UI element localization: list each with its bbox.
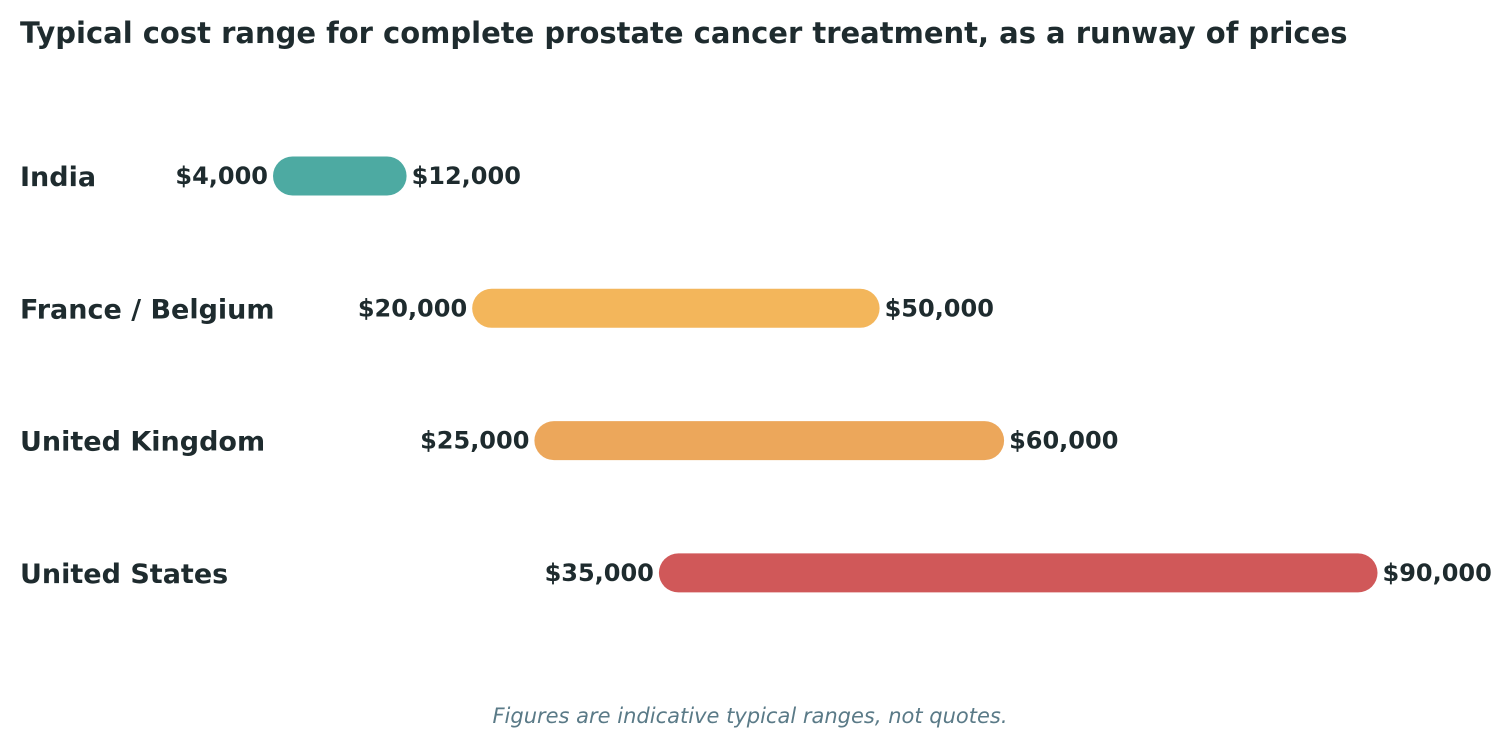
category-label: India <box>20 162 96 193</box>
high-value-label: $60,000 <box>1009 427 1118 455</box>
range-bar <box>658 553 1378 593</box>
category-label: France / Belgium <box>20 294 275 325</box>
category-label: United Kingdom <box>20 427 265 458</box>
category-label: United States <box>20 559 228 590</box>
range-row: United Kingdom $25,000 $60,000 <box>20 421 1118 461</box>
low-value-label: $20,000 <box>358 294 467 322</box>
range-row: India $4,000 $12,000 <box>20 156 521 196</box>
high-value-label: $50,000 <box>885 294 994 322</box>
low-value-label: $35,000 <box>545 559 654 587</box>
chart-title: Typical cost range for complete prostate… <box>20 16 1348 50</box>
low-value-label: $4,000 <box>175 162 268 190</box>
low-value-label: $25,000 <box>420 427 529 455</box>
range-row: France / Belgium $20,000 $50,000 <box>20 288 994 328</box>
high-value-label: $90,000 <box>1383 559 1492 587</box>
range-bar <box>273 156 407 196</box>
chart-rows: India $4,000 $12,000 France / Belgium $20,00… <box>20 156 1492 593</box>
chart-footnote: Figures are indicative typical ranges, n… <box>492 704 1007 728</box>
high-value-label: $12,000 <box>412 162 521 190</box>
range-bar <box>472 288 880 328</box>
range-bar <box>534 421 1005 461</box>
range-row: United States $35,000 $90,000 <box>20 553 1492 593</box>
